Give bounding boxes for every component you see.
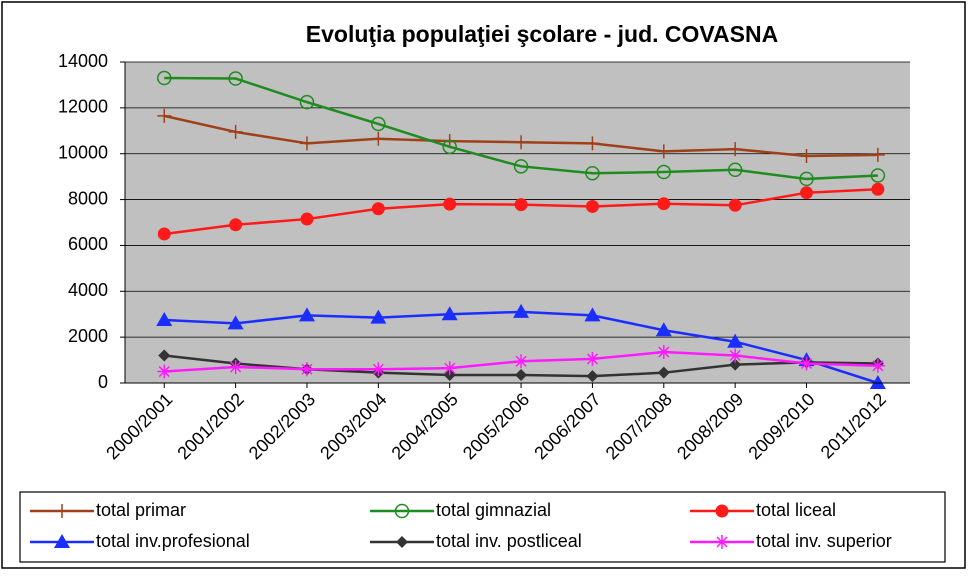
marker bbox=[799, 356, 814, 371]
marker bbox=[585, 351, 600, 366]
plot-area bbox=[125, 62, 910, 383]
marker bbox=[298, 307, 315, 322]
marker bbox=[586, 370, 599, 383]
marker bbox=[55, 504, 69, 518]
marker bbox=[157, 70, 172, 86]
y-tick-label: 4000 bbox=[68, 280, 108, 300]
marker bbox=[870, 358, 885, 373]
y-tick-label: 6000 bbox=[68, 234, 108, 254]
marker bbox=[513, 303, 530, 318]
marker bbox=[657, 197, 671, 211]
legend-label: total liceal bbox=[756, 500, 836, 520]
marker bbox=[656, 164, 672, 180]
marker bbox=[441, 306, 458, 321]
marker bbox=[371, 131, 386, 146]
marker bbox=[54, 534, 70, 548]
marker bbox=[299, 136, 314, 151]
y-tick-label: 12000 bbox=[58, 97, 108, 117]
marker bbox=[227, 315, 244, 330]
marker bbox=[800, 186, 814, 200]
marker bbox=[371, 202, 385, 216]
marker bbox=[656, 345, 671, 360]
marker bbox=[656, 144, 671, 159]
marker bbox=[300, 212, 314, 226]
legend-label: total gimnazial bbox=[436, 500, 551, 520]
legend bbox=[19, 491, 946, 563]
legend-label: total inv.profesional bbox=[96, 531, 250, 551]
series-line bbox=[164, 76, 878, 181]
marker bbox=[728, 348, 743, 363]
marker bbox=[442, 139, 457, 155]
marker bbox=[715, 535, 729, 549]
y-tick-label: 0 bbox=[98, 372, 108, 392]
marker bbox=[727, 162, 743, 178]
marker bbox=[585, 165, 600, 181]
marker bbox=[299, 362, 314, 377]
marker bbox=[584, 307, 601, 322]
marker bbox=[869, 375, 886, 389]
marker bbox=[514, 198, 528, 212]
marker bbox=[513, 159, 529, 174]
marker bbox=[871, 182, 885, 196]
marker bbox=[585, 199, 599, 213]
y-tick-label: 2000 bbox=[68, 326, 108, 346]
marker bbox=[396, 536, 408, 548]
y-tick-label: 8000 bbox=[68, 188, 108, 208]
marker bbox=[728, 142, 743, 157]
marker bbox=[229, 218, 243, 232]
y-tick-label: 14000 bbox=[58, 51, 108, 71]
marker bbox=[514, 135, 529, 150]
marker bbox=[870, 168, 886, 183]
marker bbox=[657, 366, 670, 379]
marker bbox=[515, 368, 528, 381]
marker bbox=[799, 171, 814, 187]
marker bbox=[371, 116, 386, 132]
marker bbox=[394, 503, 410, 519]
marker bbox=[156, 311, 173, 326]
marker bbox=[585, 136, 600, 151]
marker bbox=[870, 147, 885, 162]
legend-label: total primar bbox=[96, 500, 186, 520]
marker bbox=[727, 333, 744, 348]
marker bbox=[442, 361, 457, 376]
marker bbox=[157, 364, 172, 379]
legend-label: total inv. postliceal bbox=[436, 531, 582, 551]
y-tick-label: 10000 bbox=[58, 142, 108, 162]
marker bbox=[443, 197, 457, 211]
marker bbox=[299, 94, 315, 110]
marker bbox=[514, 354, 529, 369]
marker bbox=[729, 358, 742, 371]
legend-label: total inv. superior bbox=[756, 531, 892, 551]
marker bbox=[799, 149, 814, 164]
chart-title: Evoluţia populaţiei şcolare - jud. COVAS… bbox=[306, 21, 778, 47]
marker bbox=[228, 359, 243, 374]
marker bbox=[728, 198, 742, 212]
marker bbox=[370, 309, 387, 324]
marker bbox=[371, 362, 386, 377]
marker bbox=[158, 349, 171, 362]
marker bbox=[715, 504, 729, 518]
marker bbox=[157, 108, 172, 123]
marker bbox=[655, 322, 672, 337]
marker bbox=[228, 124, 243, 139]
marker bbox=[228, 71, 243, 86]
marker bbox=[157, 227, 171, 241]
